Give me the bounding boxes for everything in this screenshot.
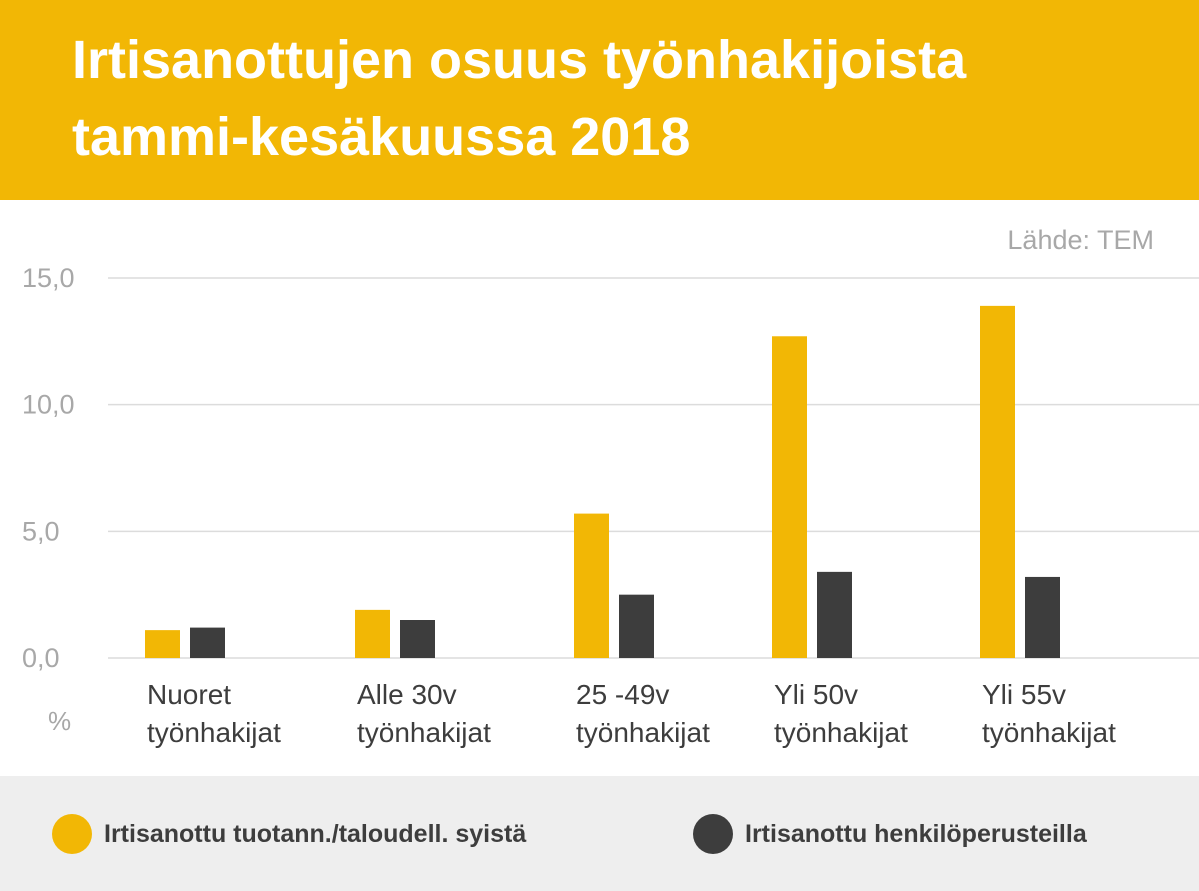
y-tick-label: 15,0 [22, 263, 75, 293]
bar-economic [980, 305, 1015, 658]
x-tick-label: Nuoret [147, 679, 231, 710]
x-tick-label: työnhakijat [147, 717, 281, 748]
legend-label-personal: Irtisanottu henkilöperusteilla [745, 819, 1087, 848]
source-label: Lähde: TEM [1007, 225, 1154, 255]
chart-title-line-2: tammi-kesäkuussa 2018 [72, 107, 691, 167]
bar-economic [355, 609, 390, 658]
bar-personal [400, 620, 435, 658]
x-tick-label: työnhakijat [576, 717, 710, 748]
legend-swatch-personal [693, 814, 733, 854]
legend-item-personal: Irtisanottu henkilöperusteilla [693, 814, 1087, 854]
x-tick-label: 25 -49v [576, 679, 669, 710]
chart-title-line-1: Irtisanottujen osuus työnhakijoista [72, 30, 967, 90]
x-tick-label: työnhakijat [982, 717, 1116, 748]
x-tick-label: työnhakijat [357, 717, 491, 748]
bar-economic [145, 630, 180, 658]
bar-economic [772, 336, 807, 658]
header-banner: Irtisanottujen osuus työnhakijoista tamm… [0, 0, 1199, 200]
legend-swatch-economic [52, 814, 92, 854]
legend-item-economic: Irtisanottu tuotann./taloudell. syistä [52, 814, 526, 854]
legend: Irtisanottu tuotann./taloudell. syistä I… [0, 776, 1199, 891]
bar-personal [619, 594, 654, 658]
x-tick-label: Alle 30v [357, 679, 457, 710]
bar-personal [1025, 576, 1060, 658]
x-tick-label: Yli 55v [982, 679, 1066, 710]
y-tick-label: 10,0 [22, 390, 75, 420]
bar-economic [574, 513, 609, 658]
x-tick-label: Yli 50v [774, 679, 858, 710]
bar-personal [190, 627, 225, 658]
x-tick-label: työnhakijat [774, 717, 908, 748]
bar-personal [817, 571, 852, 658]
legend-label-economic: Irtisanottu tuotann./taloudell. syistä [104, 819, 527, 848]
bar-chart: 0,0 5,0 10,0 15,0 Nuoret työnhakijat Alle 30v t… [22, 263, 1199, 748]
y-tick-label: 5,0 [22, 516, 60, 546]
y-tick-label: 0,0 [22, 643, 60, 673]
y-axis-label: % [48, 706, 71, 736]
